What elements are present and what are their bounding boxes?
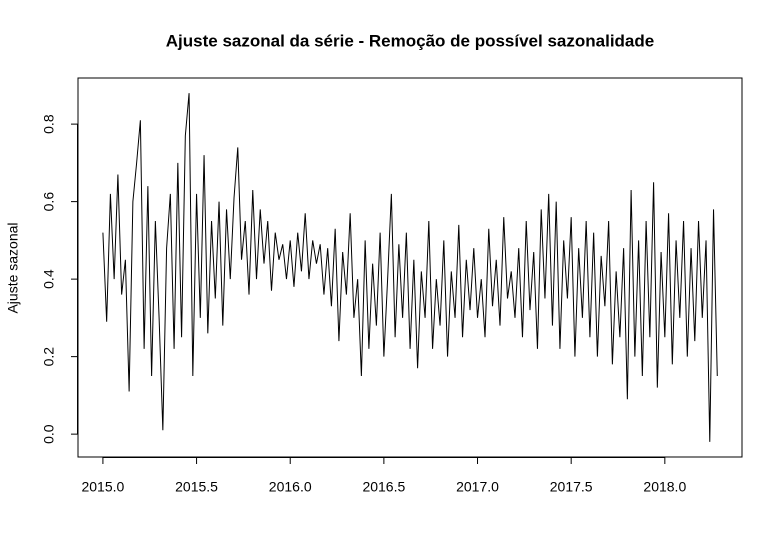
x-tick-label: 2016.5 [362, 479, 405, 495]
series-line [102, 93, 718, 442]
y-axis-label: Ajuste sazonal [5, 222, 21, 313]
y-tick-label: 0.2 [41, 347, 57, 367]
plot-frame [77, 77, 743, 458]
y-tick-label: 0.6 [41, 192, 57, 212]
x-tick-label: 2018.0 [643, 479, 686, 495]
x-tick-label: 2015.5 [175, 479, 218, 495]
x-tick-label: 2016.0 [269, 479, 312, 495]
y-tick-label: 0.4 [41, 269, 57, 289]
y-tick-label: 0.8 [41, 114, 57, 134]
chart-title: Ajuste sazonal da série - Remoção de pos… [166, 31, 654, 50]
y-tick-label: 0.0 [41, 424, 57, 444]
x-tick-label: 2017.0 [456, 479, 499, 495]
x-tick-label: 2017.5 [550, 479, 593, 495]
x-tick-label: 2015.0 [81, 479, 124, 495]
